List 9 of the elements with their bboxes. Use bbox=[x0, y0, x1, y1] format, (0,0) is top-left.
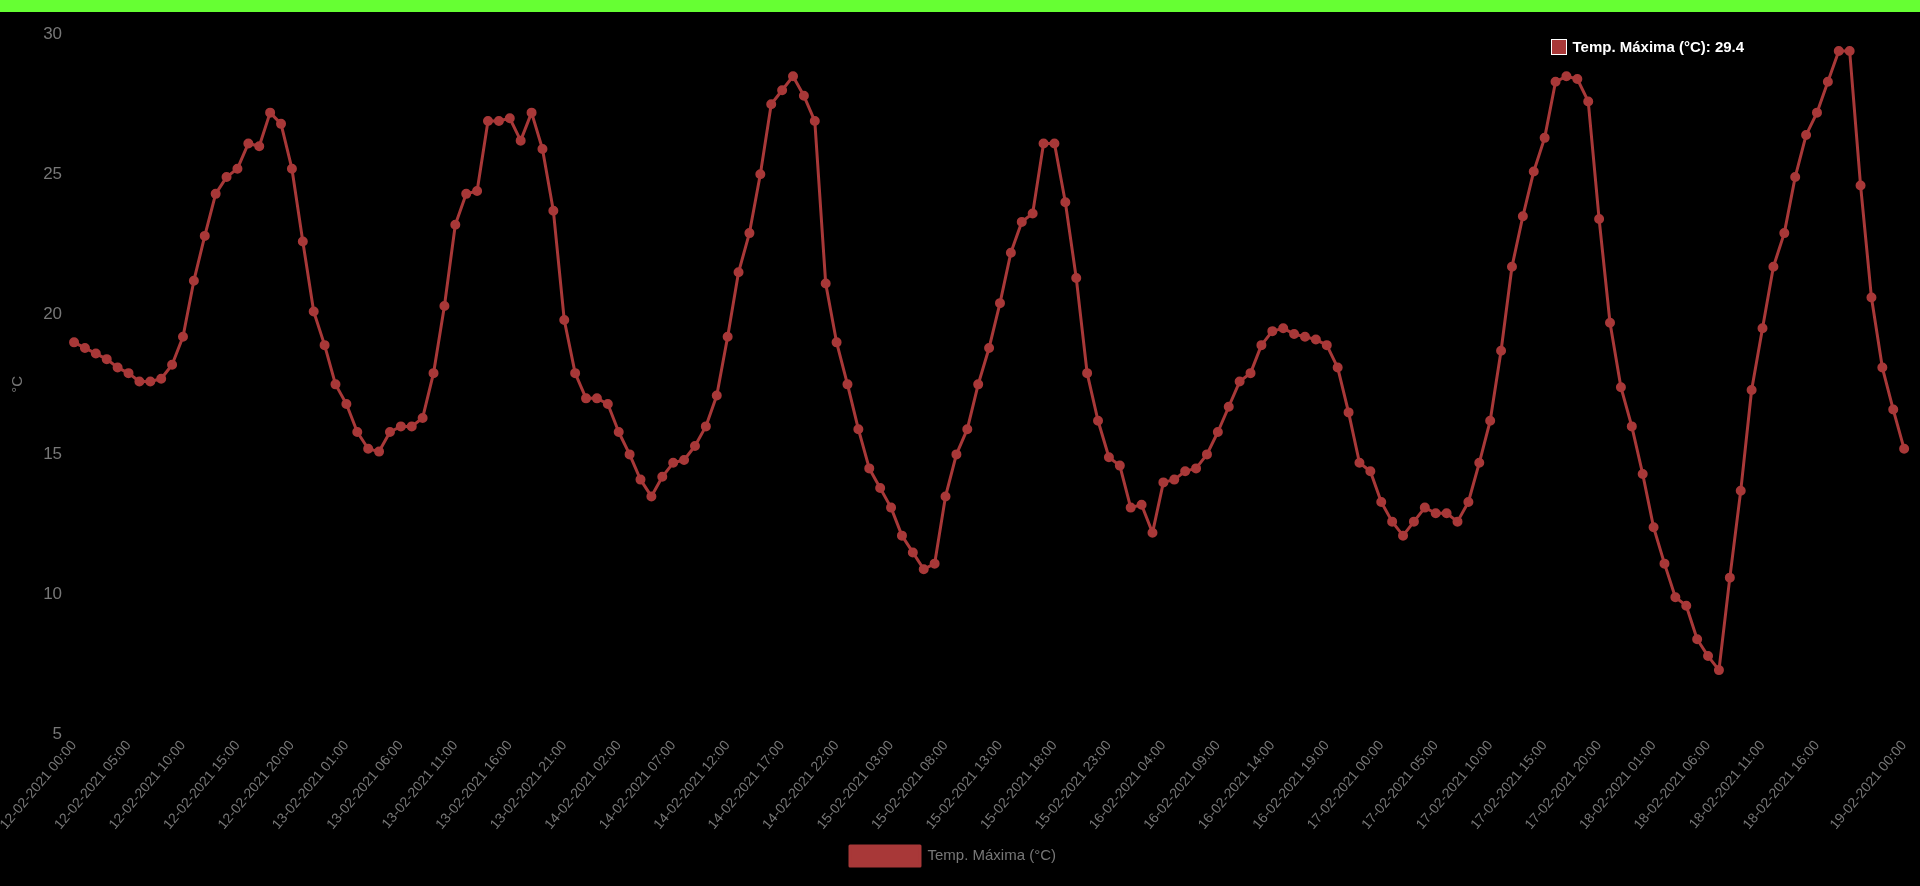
y-tick-label: 30 bbox=[43, 23, 63, 43]
legend-label: Temp. Máxima (°C) bbox=[927, 846, 1057, 864]
y-axis-title: °C bbox=[8, 375, 26, 393]
y-tick-label: 20 bbox=[43, 304, 63, 324]
y-tick-label: 25 bbox=[43, 163, 63, 183]
annotation: Temp. Máxima (°C): 29.4 bbox=[1572, 38, 1745, 56]
y-tick-label: 10 bbox=[43, 584, 63, 604]
y-tick-label: 5 bbox=[52, 724, 63, 744]
y-tick-label: 15 bbox=[43, 444, 63, 464]
